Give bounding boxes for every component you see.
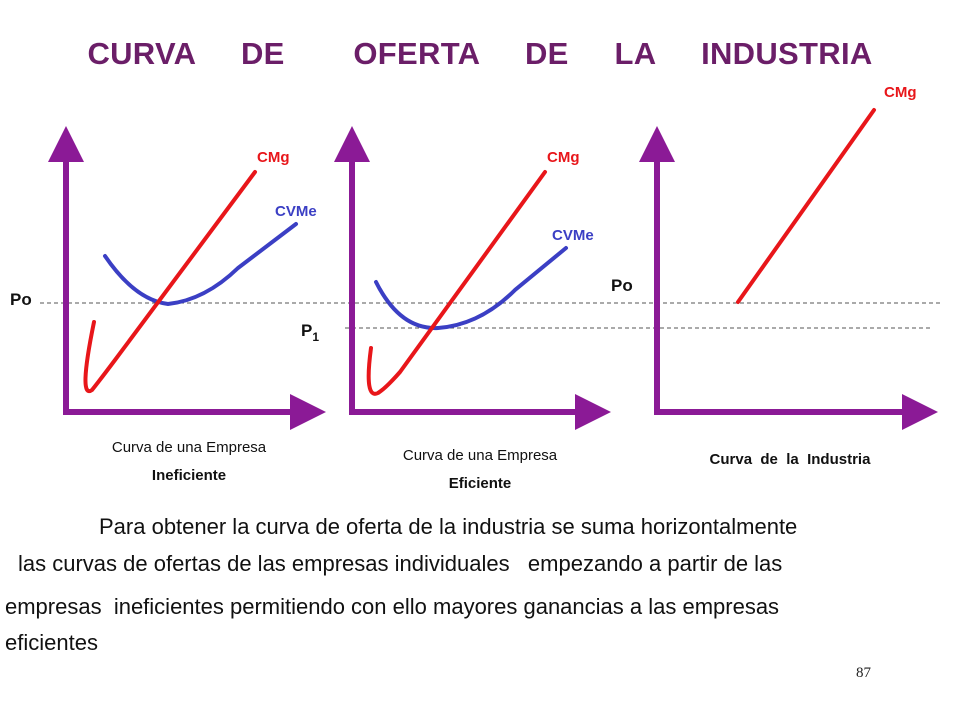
panel-1-caption: Curva de una Empresa Ineficiente — [58, 434, 320, 490]
panel-2-axes — [334, 126, 611, 430]
panel-2-cvme-label: CVMe — [552, 227, 594, 244]
panel-3-caption: Curva de la Industria — [709, 451, 871, 468]
panel-2-caption-line1: Curva de una Empresa — [402, 447, 558, 464]
paragraph-line-1: Para obtener la curva de oferta de la in… — [99, 514, 798, 539]
paragraph-line-4: eficientes — [5, 630, 98, 655]
slide-title: CURVA DE OFERTA DE LA INDUSTRIA — [87, 36, 873, 71]
p1-label: P1 — [301, 321, 319, 344]
panel-1-cmg-label: CMg — [257, 149, 290, 166]
panel-1-caption-line1: Curva de una Empresa — [111, 439, 267, 456]
panel-3-axes — [639, 126, 938, 430]
p1-label-subscript: 1 — [312, 330, 319, 344]
panel-3-cmg-label: CMg — [884, 84, 917, 101]
panel-1-cvme-curve — [103, 222, 298, 307]
p1-label-letter: P — [301, 321, 312, 340]
po-left-label: Po — [10, 290, 32, 309]
panel-2-caption-line2: Eficiente — [448, 475, 512, 492]
page-number: 87 — [856, 665, 871, 681]
panel-2-caption: Curva de una Empresa Eficiente — [349, 442, 611, 498]
panel-1-cmg-curve — [83, 170, 257, 394]
panel-1-caption-line2: Ineficiente — [151, 467, 227, 484]
panel-2-cmg-curve — [366, 170, 547, 396]
po-right-label: Po — [611, 276, 633, 295]
panel-3-cmg-curve — [736, 108, 876, 304]
panel-1-cvme-label: CVMe — [275, 203, 317, 220]
paragraph-line-2: las curvas de ofertas de las empresas in… — [18, 551, 783, 576]
paragraph-line-3: empresas ineficientes permitiendo con el… — [5, 594, 780, 619]
panel-2-cvme-curve — [374, 246, 568, 331]
panel-1-axes — [48, 126, 326, 430]
panel-2-cmg-label: CMg — [547, 149, 580, 166]
